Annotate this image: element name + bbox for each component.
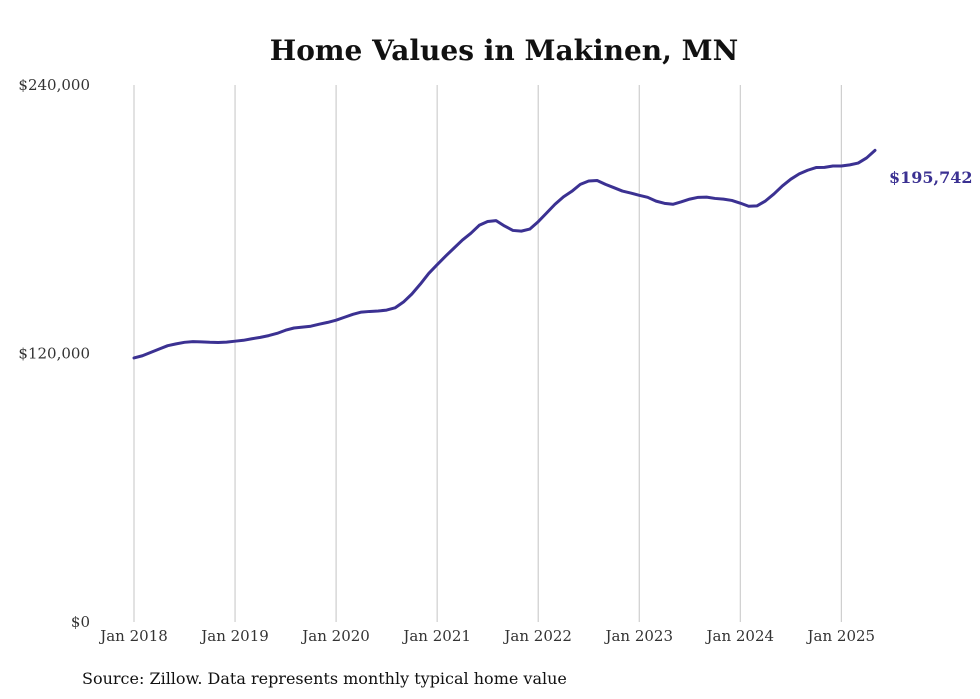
- x-tick-label: Jan 2025: [806, 627, 876, 645]
- y-axis-ticks: $0 $120,000 $240,000: [18, 76, 90, 631]
- x-tick-label: Jan 2018: [98, 627, 168, 645]
- x-tick-label: Jan 2022: [502, 627, 572, 645]
- y-tick-label: $0: [71, 613, 90, 631]
- source-note: Source: Zillow. Data represents monthly …: [82, 669, 567, 688]
- x-tick-label: Jan 2020: [300, 627, 370, 645]
- x-tick-label: Jan 2024: [704, 627, 774, 645]
- y-tick-label: $240,000: [18, 76, 90, 94]
- y-tick-label: $120,000: [18, 345, 90, 363]
- latest-value-label: $195,742: [889, 168, 973, 187]
- x-tick-label: Jan 2023: [603, 627, 673, 645]
- gridlines: [133, 85, 842, 622]
- x-axis-ticks: Jan 2018 Jan 2019 Jan 2020 Jan 2021 Jan 2022…: [98, 627, 875, 645]
- x-tick-label: Jan 2021: [401, 627, 471, 645]
- x-tick-label: Jan 2019: [199, 627, 269, 645]
- home-value-line: [132, 148, 877, 360]
- chart-title: Home Values in Makinen, MN: [270, 34, 738, 67]
